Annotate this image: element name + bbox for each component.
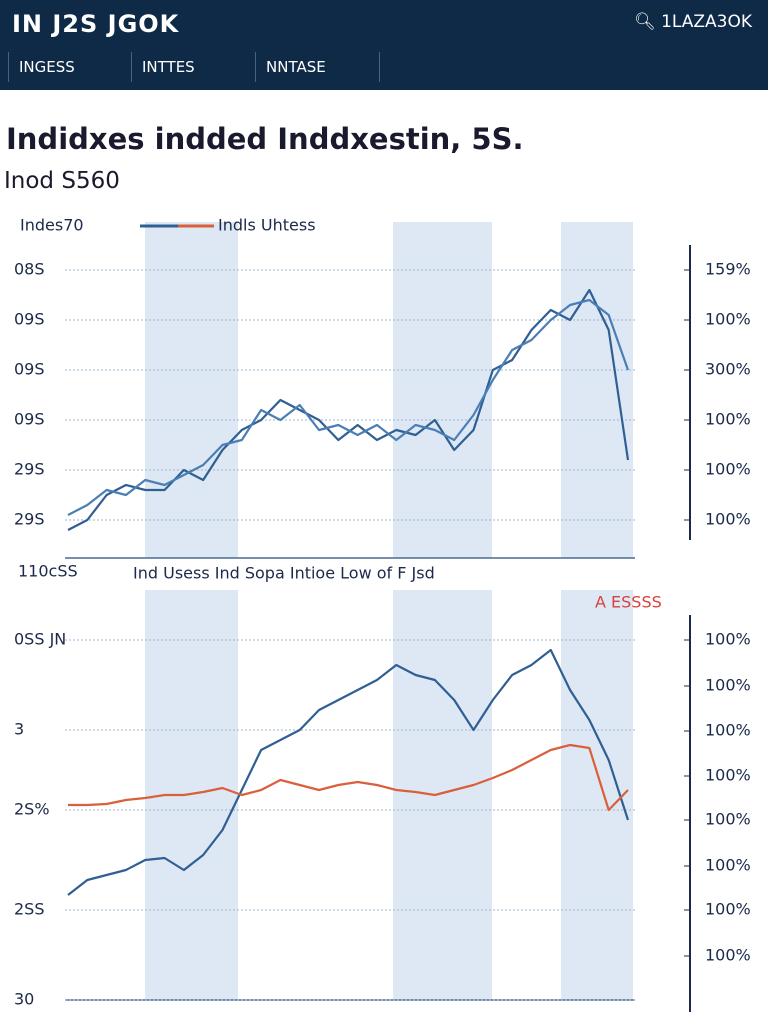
annotation: A ESSSS (595, 593, 662, 612)
chart-title: Ind Usess Ind Sopa Intioe Low of F Jsd (133, 564, 435, 583)
legend-label: Indls Uhtess (218, 216, 316, 235)
y2-tick-label: 100% (705, 676, 751, 695)
y2-tick-label: 159% (705, 260, 751, 279)
header: IN J2S JGOK 🔍︎ 1LAZA3OK INGESS INTTES NN… (0, 0, 768, 90)
y-tick-label: 3 (14, 720, 24, 739)
tab[interactable]: INTTES (132, 52, 256, 82)
y2-tick-label: 100% (705, 810, 751, 829)
y2-tick-label: 100% (705, 900, 751, 919)
y2-tick-label: 100% (705, 946, 751, 965)
tab[interactable]: INGESS (8, 52, 132, 82)
y2-tick-label: 100% (705, 630, 751, 649)
y-tick-label: 08S (14, 260, 45, 279)
y-tick-label: 2SS (14, 900, 45, 919)
data-line (67, 288, 630, 531)
y-tick-label: 2S% (14, 800, 50, 819)
y-tick-label: 0SS JN (14, 630, 66, 649)
subheading: Inod S560 (4, 168, 120, 194)
y2-tick-label: 100% (705, 856, 751, 875)
y-tick-label: 29S (14, 510, 45, 529)
search-label[interactable]: 1LAZA3OK (661, 12, 752, 32)
y-tick-label: 09S (14, 410, 45, 429)
search[interactable]: 🔍︎ 1LAZA3OK (634, 12, 752, 32)
y2-tick-label: 100% (705, 310, 751, 329)
brand[interactable]: IN J2S JGOK (12, 10, 180, 38)
data-line (68, 743, 629, 812)
y2-tick-label: 100% (705, 410, 751, 429)
y2-tick-label: 100% (705, 460, 751, 479)
y-tick-label: 09S (14, 310, 45, 329)
tab[interactable]: NNTASE (256, 52, 380, 82)
y2-tick-label: 100% (705, 721, 751, 740)
y2-tick-label: 100% (705, 766, 751, 785)
x-axis-label: 110cSS (18, 562, 78, 581)
y-tick-label: 29S (14, 460, 45, 479)
bands (145, 222, 633, 1000)
y2-tick-label: 100% (705, 510, 751, 529)
headline: Indidxes indded Inddxestin, 5S. (6, 122, 524, 156)
y-tick-label: 30 (14, 990, 34, 1009)
y-axis-label: Indes70 (20, 216, 84, 235)
data-line (67, 648, 630, 896)
y-tick-label: 09S (14, 360, 45, 379)
tab-bar: INGESS INTTES NNTASE (0, 52, 380, 82)
y2-tick-label: 300% (705, 360, 751, 379)
data-line (67, 298, 630, 516)
